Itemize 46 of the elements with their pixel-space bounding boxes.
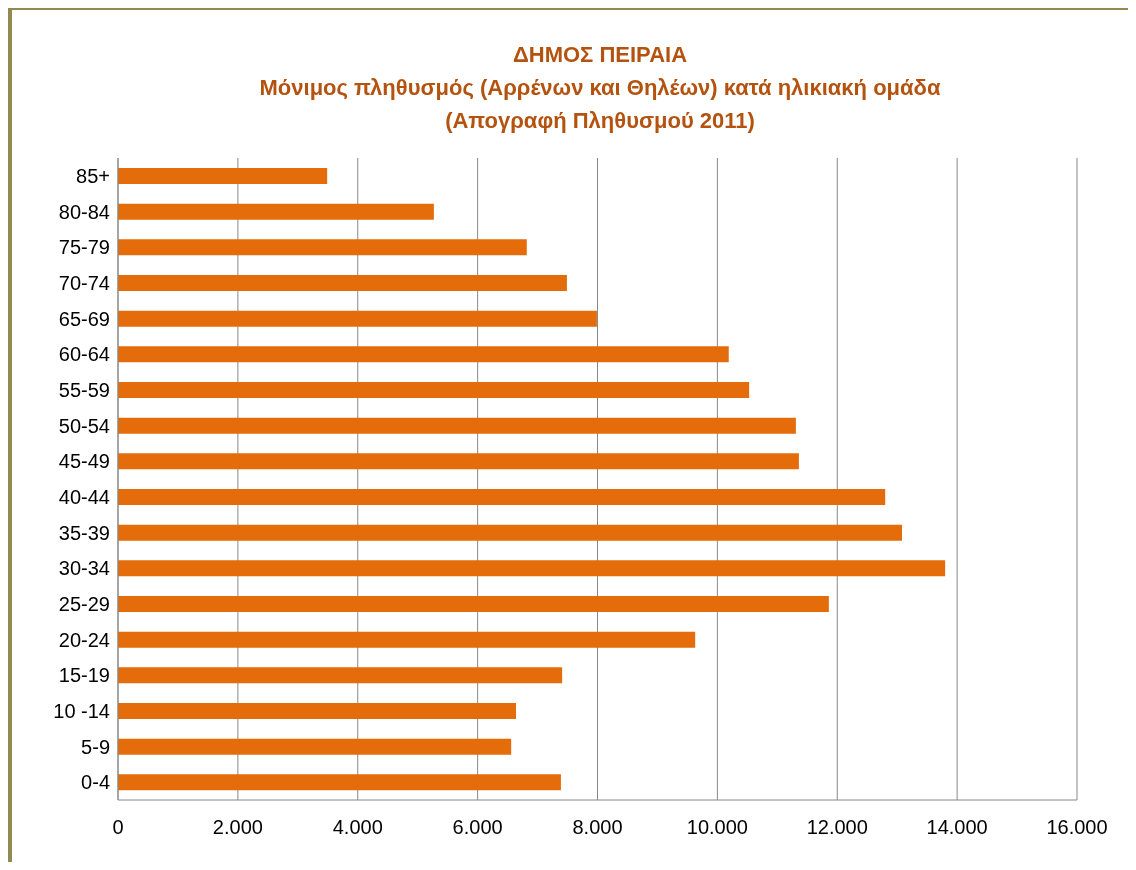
y-tick-label: 5-9 bbox=[81, 735, 110, 758]
x-tick-label: 2.000 bbox=[212, 816, 263, 839]
bar bbox=[118, 168, 328, 184]
x-tick-label: 6.000 bbox=[452, 816, 503, 839]
bar bbox=[118, 346, 729, 363]
y-tick-label: 20-24 bbox=[58, 628, 110, 651]
bar bbox=[118, 596, 829, 612]
x-tick-label: 4.000 bbox=[332, 816, 383, 839]
bar bbox=[118, 667, 563, 684]
bar bbox=[118, 703, 516, 719]
bar bbox=[118, 417, 796, 434]
bar bbox=[118, 310, 597, 327]
x-tick-label: 14.000 bbox=[926, 816, 988, 839]
bar bbox=[118, 382, 750, 398]
y-tick-label: 0-4 bbox=[81, 771, 110, 794]
y-tick-label: 30-34 bbox=[58, 557, 110, 580]
bar bbox=[118, 489, 886, 505]
bar bbox=[118, 524, 902, 541]
y-tick-label: 70-74 bbox=[58, 271, 110, 294]
bar bbox=[118, 774, 561, 791]
y-tick-label: 80-84 bbox=[58, 200, 110, 223]
x-tick-label: 16.000 bbox=[1046, 816, 1108, 839]
y-tick-label: 15-19 bbox=[58, 664, 110, 687]
y-tick-label: 85+ bbox=[76, 164, 110, 187]
bar bbox=[118, 738, 512, 755]
y-tick-label: 45-49 bbox=[58, 450, 110, 473]
y-tick-label: 50-54 bbox=[58, 414, 110, 437]
y-tick-label: 55-59 bbox=[58, 378, 110, 401]
chart-title: ΔΗΜΟΣ ΠΕΙΡΑΙΑ Μόνιμος πληθυσμός (Αρρένων και Θηλέων) κατά ηλικιακή ομάδα (Απογραφή Πληθυσμού 2011) bbox=[258, 41, 942, 135]
y-tick-label: 65-69 bbox=[58, 307, 110, 330]
x-tick-label: 10.000 bbox=[686, 816, 748, 839]
y-tick-label: 35-39 bbox=[58, 521, 110, 544]
bar bbox=[118, 239, 527, 256]
y-tick-label: 60-64 bbox=[58, 343, 110, 366]
bar bbox=[118, 560, 946, 577]
y-tick-label: 40-44 bbox=[58, 485, 110, 508]
bar bbox=[118, 631, 696, 648]
x-tick-label: 8.000 bbox=[572, 816, 623, 839]
y-tick-label: 25-29 bbox=[58, 592, 110, 615]
x-tick-label: 12.000 bbox=[806, 816, 868, 839]
y-tick-label: 10 -14 bbox=[53, 699, 110, 722]
y-tick-label: 75-79 bbox=[58, 236, 110, 259]
bar bbox=[118, 275, 567, 291]
bar bbox=[118, 453, 799, 470]
bar bbox=[118, 203, 434, 220]
x-tick-label: 0 bbox=[112, 816, 124, 839]
